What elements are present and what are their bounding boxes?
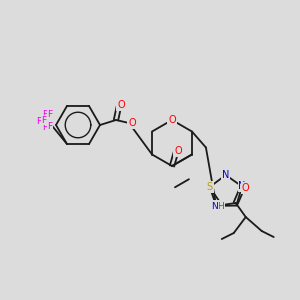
Text: O: O: [242, 183, 250, 193]
Text: H: H: [218, 202, 224, 211]
Text: O: O: [174, 146, 182, 156]
Text: N: N: [222, 170, 230, 180]
Text: O: O: [117, 100, 125, 110]
Text: F: F: [42, 123, 48, 132]
Text: N: N: [212, 202, 218, 211]
Text: O: O: [128, 118, 136, 128]
Text: N: N: [238, 182, 246, 191]
Text: F: F: [47, 122, 52, 130]
Text: F: F: [36, 117, 42, 126]
Text: F: F: [42, 110, 48, 118]
Text: F: F: [47, 110, 52, 118]
Text: F: F: [41, 116, 46, 124]
Text: O: O: [168, 115, 176, 125]
Text: S: S: [213, 201, 219, 211]
Text: S: S: [207, 182, 213, 192]
